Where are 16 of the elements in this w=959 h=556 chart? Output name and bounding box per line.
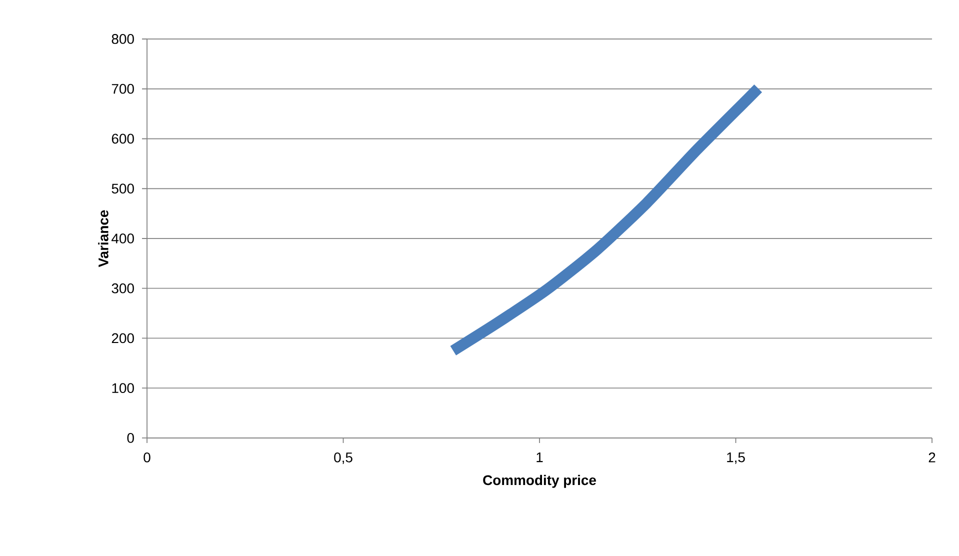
x-tick-label: 1	[536, 452, 543, 462]
x-tick-label: 1,5	[727, 452, 745, 464]
x-tick-label: 0,5	[334, 452, 352, 464]
y-tick-label: 500	[112, 184, 134, 194]
x-tick-label: 0	[144, 452, 150, 462]
y-tick-label: 100	[112, 383, 134, 394]
y-tick-label: 300	[112, 283, 134, 294]
y-tick-label: 400	[112, 234, 134, 244]
y-axis-title: Variance	[98, 210, 108, 268]
y-tick-label: 200	[112, 333, 134, 344]
x-axis-title: Commodity price	[483, 474, 596, 488]
y-tick-label: 700	[112, 84, 134, 94]
y-tick-label: 600	[112, 134, 134, 144]
y-tick-label: 0	[127, 433, 134, 443]
y-tick-label: 800	[112, 34, 134, 44]
x-tick-label: 2	[928, 452, 936, 462]
